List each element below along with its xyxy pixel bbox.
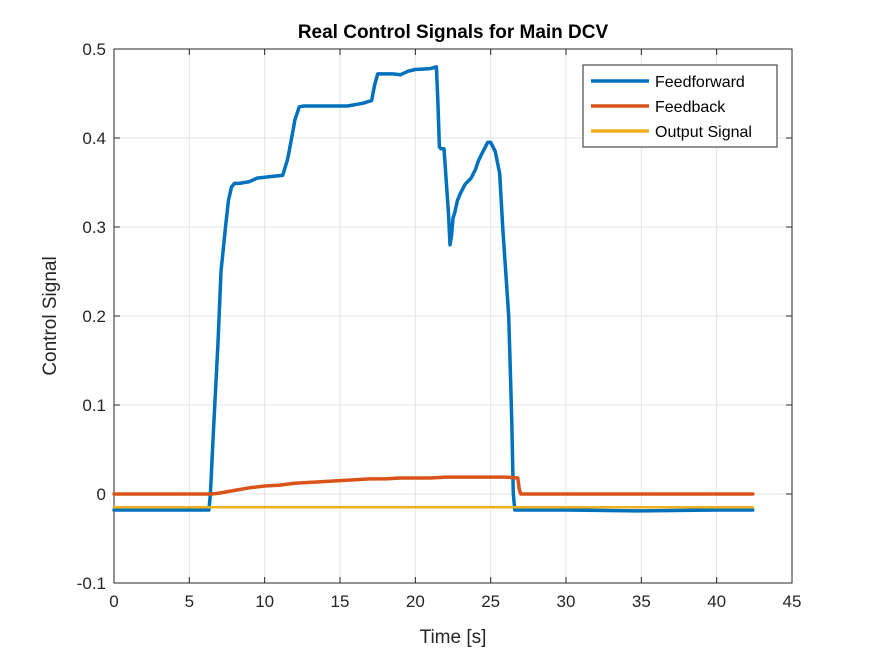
legend: Feedforward Feedback Output Signal [582, 64, 778, 148]
x-tick-label: 20 [406, 592, 425, 611]
y-tick-label: 0.4 [82, 129, 106, 148]
x-tick-label: 15 [331, 592, 350, 611]
y-tick-label: 0.3 [82, 218, 106, 237]
axis-ticks: 0 5 10 15 20 25 30 35 40 45-0.100.10.20.30.40.5 [77, 40, 802, 611]
x-tick-label: 25 [481, 592, 500, 611]
chart-title: Real Control Signals for Main DCV [298, 22, 609, 43]
x-tick-label: 0 [109, 592, 118, 611]
y-tick-label: 0 [97, 485, 106, 504]
x-tick-label: 5 [185, 592, 194, 611]
series-line-feedback [112, 475, 755, 496]
y-tick-label: 0.5 [82, 40, 106, 59]
y-tick-label: 0.2 [82, 307, 106, 326]
series-lines [112, 65, 755, 513]
x-tick-label: 45 [783, 592, 802, 611]
legend-label-output-signal: Output Signal [655, 124, 752, 141]
legend-label-feedback: Feedback [655, 99, 726, 116]
y-tick-label: 0.1 [82, 396, 106, 415]
x-tick-label: 30 [557, 592, 576, 611]
legend-box [582, 64, 778, 148]
x-tick-label: 40 [707, 592, 726, 611]
x-tick-label: 35 [632, 592, 651, 611]
x-axis-label: Time [s] [420, 627, 487, 648]
y-axis-label: Control Signal [40, 256, 61, 375]
y-tick-label: -0.1 [77, 574, 106, 593]
legend-label-feedforward: Feedforward [655, 74, 745, 91]
x-tick-label: 10 [255, 592, 274, 611]
series-line-feedforward [112, 65, 755, 513]
